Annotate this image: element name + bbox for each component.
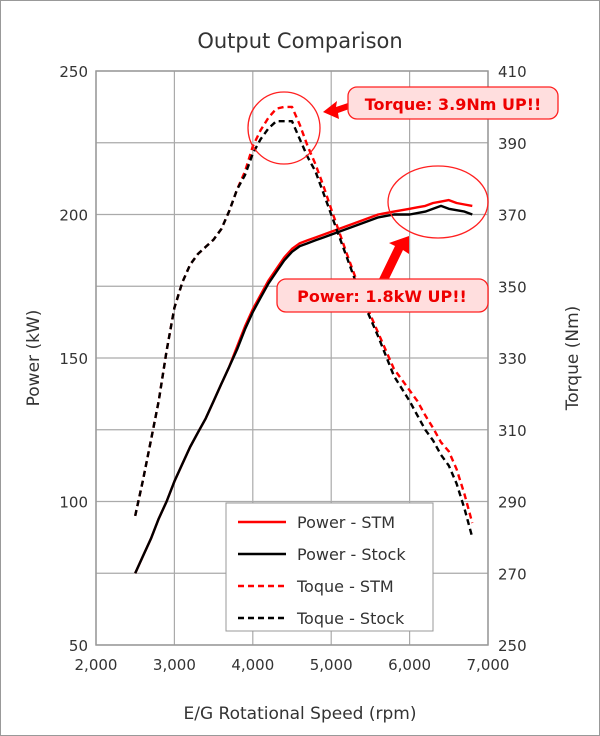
series-line-power-stock <box>134 204 473 574</box>
x-tick-label: 5,000 <box>310 656 353 674</box>
y-tick-label: 200 <box>59 207 88 225</box>
y2-tick-label: 310 <box>498 422 527 440</box>
x-axis-label: E/G Rotational Speed (rpm) <box>184 704 417 724</box>
series-line-toque-stm <box>134 105 474 524</box>
torque-annotation: Torque: 3.9Nm UP!! <box>247 86 559 165</box>
power-callout-text: Power: 1.8kW UP!! <box>297 287 467 306</box>
series-group <box>134 105 474 574</box>
y2-tick-label: 330 <box>498 350 527 368</box>
y2-tick-label: 350 <box>498 278 527 296</box>
y-axis-label: Power (kW) <box>24 310 44 407</box>
y-tick-label: 50 <box>69 637 88 655</box>
x-tick-label: 4,000 <box>231 656 274 674</box>
y-tick-label: 100 <box>59 494 88 512</box>
torque-highlight-circle <box>247 91 321 165</box>
power-annotation: Power: 1.8kW UP!! <box>276 165 489 313</box>
torque-callout-box <box>347 86 559 120</box>
legend-label: Toque - STM <box>296 577 394 596</box>
legend-label: Power - STM <box>297 513 395 532</box>
torque-callout-text: Torque: 3.9Nm UP!! <box>365 95 542 114</box>
legend-label: Toque - Stock <box>296 609 405 628</box>
grid <box>95 70 489 646</box>
power-callout-box <box>276 278 489 313</box>
x-tick-label: 7,000 <box>467 656 510 674</box>
x-tick-label: 2,000 <box>75 656 118 674</box>
tick-labels: 2,000 3,000 4,000 5,000 6,000 7,0002502702903… <box>59 63 526 674</box>
x-tick-label: 6,000 <box>388 656 431 674</box>
y2-tick-label: 410 <box>498 63 527 81</box>
y2-axis-label: Torque (Nm) <box>563 306 583 412</box>
y-tick-label: 150 <box>59 350 88 368</box>
power-arrow-icon <box>379 236 409 283</box>
legend: Power - STM Power - Stock Toque - STM Toque… <box>225 502 434 632</box>
series-line-toque-stock <box>134 120 474 538</box>
plot-frame <box>95 70 489 646</box>
y2-tick-label: 290 <box>498 494 527 512</box>
y-tick-label: 250 <box>59 63 88 81</box>
y2-tick-label: 390 <box>498 135 527 153</box>
power-highlight-ellipse <box>387 165 489 239</box>
y2-tick-label: 370 <box>498 207 527 225</box>
torque-arrow-icon <box>323 101 352 119</box>
legend-label: Power - Stock <box>297 545 406 564</box>
y2-tick-label: 250 <box>498 637 527 655</box>
y2-tick-label: 270 <box>498 565 527 583</box>
chart-title: Output Comparison <box>197 29 402 53</box>
legend-box <box>225 502 434 632</box>
x-tick-label: 3,000 <box>153 656 196 674</box>
